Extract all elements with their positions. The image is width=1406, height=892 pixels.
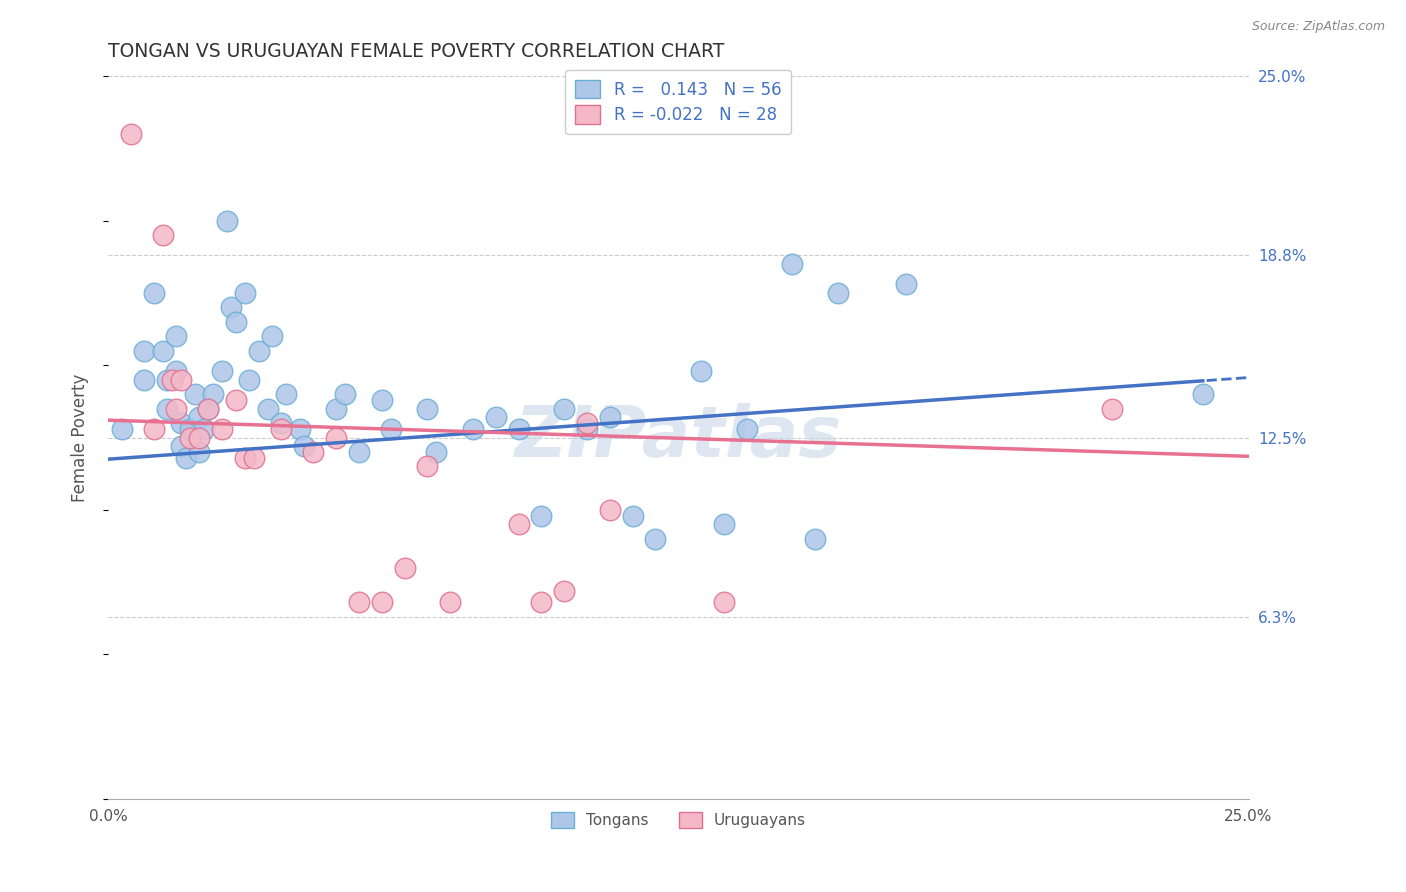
Point bbox=[713, 595, 735, 609]
Point bbox=[325, 430, 347, 444]
Point bbox=[225, 315, 247, 329]
Point bbox=[370, 392, 392, 407]
Point bbox=[416, 459, 439, 474]
Point bbox=[120, 127, 142, 141]
Point bbox=[896, 277, 918, 292]
Point bbox=[188, 410, 211, 425]
Point bbox=[302, 445, 325, 459]
Point bbox=[827, 285, 849, 300]
Y-axis label: Female Poverty: Female Poverty bbox=[72, 374, 89, 501]
Point bbox=[292, 439, 315, 453]
Point bbox=[156, 401, 179, 416]
Point bbox=[439, 595, 461, 609]
Point bbox=[225, 392, 247, 407]
Text: TONGAN VS URUGUAYAN FEMALE POVERTY CORRELATION CHART: TONGAN VS URUGUAYAN FEMALE POVERTY CORRE… bbox=[108, 42, 724, 61]
Point bbox=[197, 401, 219, 416]
Point bbox=[183, 387, 205, 401]
Point bbox=[179, 422, 201, 436]
Point bbox=[335, 387, 357, 401]
Point bbox=[1101, 401, 1123, 416]
Point bbox=[530, 595, 553, 609]
Point bbox=[243, 450, 266, 465]
Point bbox=[508, 422, 530, 436]
Point bbox=[325, 401, 347, 416]
Point bbox=[142, 422, 165, 436]
Point bbox=[370, 595, 392, 609]
Point bbox=[347, 595, 370, 609]
Point bbox=[599, 503, 621, 517]
Point bbox=[713, 517, 735, 532]
Point bbox=[170, 373, 193, 387]
Point bbox=[380, 422, 402, 436]
Point bbox=[197, 401, 219, 416]
Point bbox=[270, 422, 292, 436]
Legend: Tongans, Uruguayans: Tongans, Uruguayans bbox=[544, 805, 813, 835]
Point bbox=[508, 517, 530, 532]
Point bbox=[553, 583, 575, 598]
Point bbox=[211, 364, 233, 378]
Point bbox=[782, 257, 804, 271]
Point bbox=[238, 373, 260, 387]
Point bbox=[233, 450, 256, 465]
Point bbox=[111, 422, 134, 436]
Point bbox=[134, 373, 156, 387]
Point bbox=[1192, 387, 1215, 401]
Point bbox=[599, 410, 621, 425]
Point bbox=[142, 285, 165, 300]
Point bbox=[219, 301, 242, 315]
Text: Source: ZipAtlas.com: Source: ZipAtlas.com bbox=[1251, 20, 1385, 33]
Point bbox=[530, 508, 553, 523]
Point bbox=[233, 285, 256, 300]
Point bbox=[152, 228, 174, 243]
Point bbox=[160, 373, 183, 387]
Point bbox=[170, 439, 193, 453]
Point bbox=[152, 343, 174, 358]
Point bbox=[165, 364, 187, 378]
Point bbox=[690, 364, 713, 378]
Point bbox=[174, 450, 197, 465]
Point bbox=[211, 422, 233, 436]
Point bbox=[576, 416, 599, 430]
Point bbox=[347, 445, 370, 459]
Point bbox=[288, 422, 311, 436]
Point bbox=[215, 213, 238, 227]
Point bbox=[170, 416, 193, 430]
Point bbox=[461, 422, 484, 436]
Point bbox=[262, 329, 284, 343]
Point bbox=[394, 560, 416, 574]
Point bbox=[247, 343, 270, 358]
Point bbox=[201, 387, 224, 401]
Point bbox=[156, 373, 179, 387]
Point bbox=[193, 422, 215, 436]
Text: ZIPatlas: ZIPatlas bbox=[515, 403, 842, 472]
Point bbox=[553, 401, 575, 416]
Point bbox=[804, 532, 827, 546]
Point bbox=[416, 401, 439, 416]
Point bbox=[165, 329, 187, 343]
Point bbox=[270, 416, 292, 430]
Point bbox=[485, 410, 508, 425]
Point bbox=[644, 532, 666, 546]
Point bbox=[165, 401, 187, 416]
Point bbox=[179, 430, 201, 444]
Point bbox=[134, 343, 156, 358]
Point bbox=[188, 445, 211, 459]
Point bbox=[274, 387, 297, 401]
Point bbox=[425, 445, 447, 459]
Point bbox=[188, 430, 211, 444]
Point bbox=[256, 401, 278, 416]
Point bbox=[576, 422, 599, 436]
Point bbox=[621, 508, 644, 523]
Point bbox=[735, 422, 758, 436]
